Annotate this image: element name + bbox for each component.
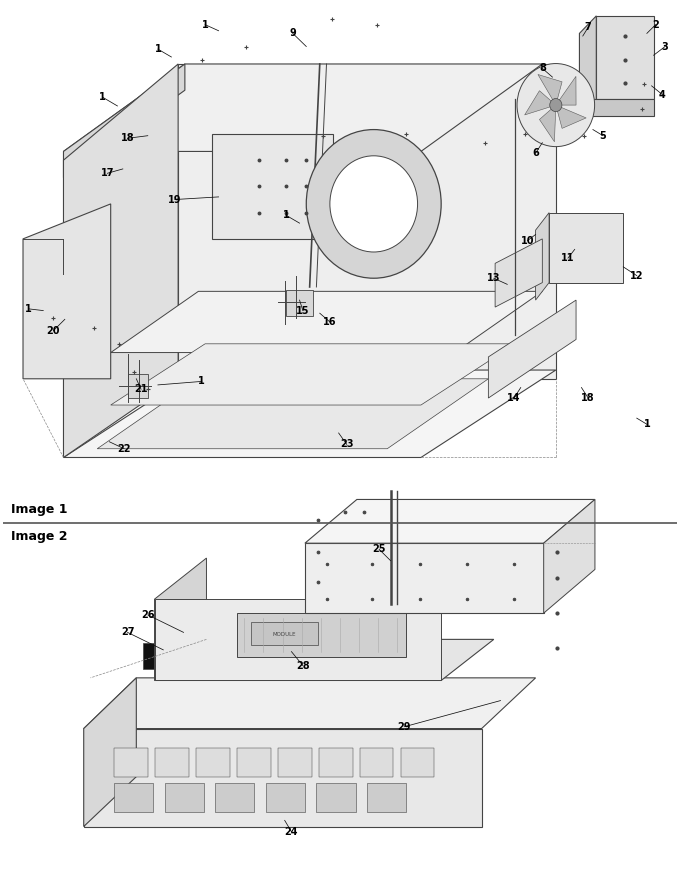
Polygon shape [97,378,488,449]
Text: 14: 14 [507,393,521,403]
Polygon shape [63,64,543,151]
Polygon shape [128,374,148,398]
Text: 3: 3 [662,41,668,52]
Text: 25: 25 [373,545,386,554]
Text: 11: 11 [561,253,575,263]
Polygon shape [84,678,136,826]
Text: 21: 21 [134,385,148,394]
Text: Image 2: Image 2 [11,530,67,543]
Polygon shape [401,748,435,777]
Polygon shape [305,543,544,613]
Text: 2: 2 [652,19,659,30]
Text: Image 1: Image 1 [11,503,67,516]
Text: 1: 1 [202,19,209,30]
Polygon shape [556,105,586,128]
Text: 1: 1 [25,304,32,314]
Polygon shape [549,213,624,282]
Polygon shape [286,290,313,316]
Text: 7: 7 [585,22,592,33]
Text: 1: 1 [199,377,205,386]
Polygon shape [154,558,207,680]
Text: 15: 15 [296,305,309,316]
Polygon shape [212,134,333,238]
Polygon shape [488,300,576,398]
Polygon shape [544,500,595,613]
Polygon shape [111,291,543,353]
Polygon shape [216,783,254,811]
Ellipse shape [306,129,441,278]
Text: 1: 1 [154,44,161,55]
Polygon shape [114,783,153,811]
Text: 9: 9 [290,28,296,39]
Text: 23: 23 [340,439,354,450]
Text: 26: 26 [141,610,154,620]
Polygon shape [367,783,406,811]
Polygon shape [278,748,311,777]
Text: 8: 8 [539,63,546,73]
Text: 10: 10 [521,236,534,246]
Polygon shape [111,344,515,405]
Polygon shape [154,599,441,680]
Polygon shape [579,16,596,116]
Text: 4: 4 [659,90,666,99]
Text: 1: 1 [99,92,106,102]
Polygon shape [319,748,352,777]
Polygon shape [525,91,556,115]
Polygon shape [63,370,556,458]
Polygon shape [316,783,356,811]
Polygon shape [63,64,178,458]
Polygon shape [63,64,185,178]
Polygon shape [155,748,189,777]
Text: 1: 1 [643,419,650,429]
Text: 18: 18 [581,393,595,403]
Polygon shape [305,500,595,543]
Text: 6: 6 [532,148,539,158]
Polygon shape [266,783,305,811]
Polygon shape [165,783,204,811]
Polygon shape [178,64,556,378]
Text: 28: 28 [296,661,309,671]
Polygon shape [237,613,406,656]
Ellipse shape [517,63,594,147]
Text: 5: 5 [600,131,607,141]
Text: 16: 16 [323,317,337,327]
Text: 17: 17 [101,168,114,179]
Polygon shape [495,238,543,307]
Polygon shape [196,748,230,777]
Polygon shape [114,748,148,777]
Text: 19: 19 [168,194,182,204]
Polygon shape [237,748,271,777]
Text: 18: 18 [121,133,135,143]
Polygon shape [556,77,576,105]
Text: 24: 24 [285,826,299,837]
Text: 13: 13 [487,273,500,283]
Text: 27: 27 [121,627,135,637]
Polygon shape [579,99,653,116]
Text: 1: 1 [283,210,290,220]
Polygon shape [596,16,653,99]
Polygon shape [84,729,481,826]
Polygon shape [536,213,549,300]
Text: MODULE: MODULE [273,632,296,636]
Ellipse shape [330,156,418,252]
Polygon shape [251,622,318,646]
Polygon shape [538,75,562,105]
Text: 22: 22 [118,444,131,454]
Polygon shape [360,748,394,777]
Polygon shape [23,204,111,378]
Polygon shape [143,643,224,669]
Text: 29: 29 [397,722,411,732]
Text: 20: 20 [47,326,60,335]
Text: 12: 12 [630,271,643,281]
Polygon shape [84,678,536,729]
Ellipse shape [549,99,562,112]
Polygon shape [539,105,556,142]
Polygon shape [154,640,494,680]
